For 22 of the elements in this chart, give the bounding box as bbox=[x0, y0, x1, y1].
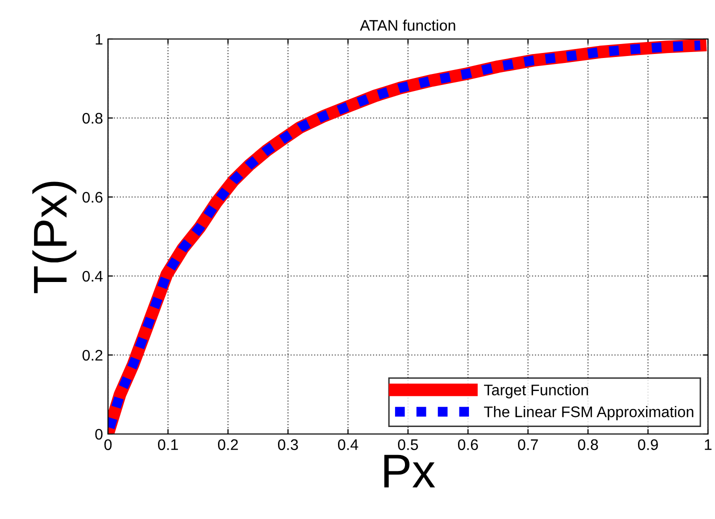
x-tick-label: 0.6 bbox=[458, 439, 478, 450]
legend-label: Target Function bbox=[484, 384, 588, 398]
x-tick-label: 0.2 bbox=[218, 439, 238, 450]
x-tick-label: 0.5 bbox=[398, 439, 418, 450]
chart-title: ATAN function bbox=[360, 20, 456, 31]
x-tick-label: 0 bbox=[104, 439, 112, 450]
y-tick-label: 0 bbox=[95, 428, 103, 440]
x-tick-label: 0.3 bbox=[278, 439, 298, 450]
y-tick-label: 0.4 bbox=[82, 270, 103, 282]
x-tick-label: 0.9 bbox=[638, 439, 658, 450]
legend-label: The Linear FSM Approximation bbox=[484, 406, 694, 420]
x-axis-title: Px bbox=[384, 454, 436, 488]
x-tick-label: 0.8 bbox=[578, 439, 598, 450]
x-tick-label: 0.4 bbox=[338, 439, 358, 450]
x-tick-label: 0.7 bbox=[518, 439, 538, 450]
y-tick-label: 0.2 bbox=[82, 350, 102, 361]
y-tick-label: 0.8 bbox=[82, 112, 102, 124]
y-tick-label: 1 bbox=[96, 34, 102, 45]
y-tick-label: 0.6 bbox=[82, 192, 102, 203]
y-axis-title: T(Px) bbox=[32, 182, 76, 294]
x-tick-label: 1 bbox=[704, 439, 712, 450]
x-tick-label: 0.1 bbox=[158, 439, 178, 450]
